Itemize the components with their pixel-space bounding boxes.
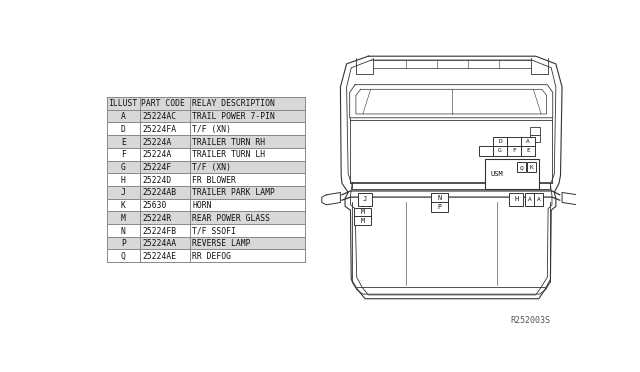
- Text: J: J: [363, 196, 367, 202]
- Bar: [521, 137, 535, 146]
- Text: RR DEFOG: RR DEFOG: [193, 252, 232, 261]
- Bar: [358, 193, 372, 206]
- Text: ILLUST: ILLUST: [109, 99, 138, 109]
- Bar: [107, 161, 305, 173]
- Bar: [493, 146, 507, 155]
- Text: F: F: [512, 148, 516, 153]
- Bar: [107, 135, 305, 148]
- Text: RELAY DESCRIPTION: RELAY DESCRIPTION: [191, 99, 275, 109]
- Text: A: A: [527, 197, 531, 202]
- Text: M: M: [361, 218, 365, 224]
- Text: K: K: [530, 165, 534, 170]
- Text: 25224FA: 25224FA: [142, 125, 176, 134]
- Text: F: F: [121, 150, 126, 159]
- Bar: [493, 137, 507, 146]
- Text: A: A: [526, 139, 530, 144]
- Bar: [107, 237, 305, 250]
- Text: M: M: [361, 209, 365, 215]
- Text: M: M: [121, 214, 126, 223]
- Bar: [529, 127, 540, 135]
- Bar: [527, 163, 536, 173]
- Bar: [355, 208, 371, 225]
- Bar: [529, 135, 540, 142]
- Text: P: P: [121, 239, 126, 248]
- Text: 25224AA: 25224AA: [142, 239, 176, 248]
- Text: 25224AB: 25224AB: [142, 189, 176, 198]
- Text: G: G: [498, 148, 502, 153]
- Text: J: J: [121, 189, 126, 198]
- Text: D: D: [121, 125, 126, 134]
- Text: REVERSE LAMP: REVERSE LAMP: [193, 239, 251, 248]
- Bar: [431, 193, 448, 212]
- Bar: [107, 97, 305, 110]
- Text: 25224D: 25224D: [142, 176, 172, 185]
- Text: G: G: [121, 163, 126, 172]
- Text: REAR POWER GLASS: REAR POWER GLASS: [193, 214, 270, 223]
- Text: R252003S: R252003S: [511, 316, 550, 325]
- Text: T/F (XN): T/F (XN): [193, 163, 232, 172]
- Text: Q: Q: [121, 252, 126, 261]
- Text: A: A: [121, 112, 126, 121]
- Text: TRAILER TURN LH: TRAILER TURN LH: [193, 150, 266, 159]
- Bar: [509, 193, 524, 206]
- Text: N: N: [438, 195, 442, 201]
- Text: PART CODE: PART CODE: [141, 99, 185, 109]
- Text: 25224A: 25224A: [142, 150, 172, 159]
- Text: TRAIL POWER 7-PIN: TRAIL POWER 7-PIN: [193, 112, 275, 121]
- Text: 25224AC: 25224AC: [142, 112, 176, 121]
- Text: D: D: [498, 139, 502, 144]
- Text: 25224AE: 25224AE: [142, 252, 176, 261]
- Bar: [107, 211, 305, 224]
- Text: TRAILER TURN RH: TRAILER TURN RH: [193, 138, 266, 147]
- Text: H: H: [514, 196, 518, 202]
- Text: 25224FB: 25224FB: [142, 227, 176, 235]
- Bar: [521, 146, 535, 155]
- Bar: [507, 146, 521, 155]
- Bar: [479, 146, 493, 155]
- Text: USM: USM: [491, 171, 504, 177]
- Text: Q: Q: [520, 165, 524, 170]
- Text: P: P: [438, 204, 442, 210]
- Bar: [484, 158, 539, 189]
- Text: FR BLOWER: FR BLOWER: [193, 176, 236, 185]
- Bar: [507, 137, 521, 146]
- Text: E: E: [526, 148, 530, 153]
- Text: HORN: HORN: [193, 201, 212, 210]
- Text: 25224R: 25224R: [142, 214, 172, 223]
- Text: K: K: [121, 201, 126, 210]
- Text: T/F SSOFI: T/F SSOFI: [193, 227, 236, 235]
- Text: N: N: [121, 227, 126, 235]
- Text: T/F (XN): T/F (XN): [193, 125, 232, 134]
- Text: 25630: 25630: [142, 201, 166, 210]
- Text: E: E: [121, 138, 126, 147]
- Text: A: A: [537, 197, 541, 202]
- Text: 25224A: 25224A: [142, 138, 172, 147]
- Bar: [107, 186, 305, 199]
- Bar: [517, 163, 526, 173]
- Bar: [107, 110, 305, 122]
- Bar: [525, 193, 543, 206]
- Text: H: H: [121, 176, 126, 185]
- Text: 25224F: 25224F: [142, 163, 172, 172]
- Text: TRAILER PARK LAMP: TRAILER PARK LAMP: [193, 189, 275, 198]
